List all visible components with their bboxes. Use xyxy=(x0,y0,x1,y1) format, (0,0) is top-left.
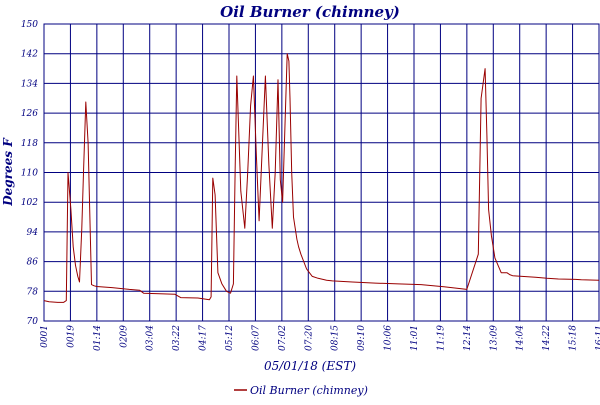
x-tick-label: 05:12 xyxy=(225,325,235,351)
legend-label: Oil Burner (chimney) xyxy=(250,384,368,397)
series-line xyxy=(43,53,600,303)
y-tick-label: 150 xyxy=(21,20,38,30)
x-tick-label: 07:02 xyxy=(278,325,288,351)
x-tick-label: 12:14 xyxy=(463,325,473,351)
x-tick-label: 04:17 xyxy=(199,325,209,351)
series-layer xyxy=(43,53,600,303)
x-tick-label: 08:15 xyxy=(331,325,341,351)
y-tick-label: 126 xyxy=(21,109,38,119)
y-tick-label: 78 xyxy=(27,287,39,297)
x-tick-label: 01:14 xyxy=(93,325,103,351)
x-tick-labels: 0001 0019 01:14 0209 03:04 03:22 04:17 05:12 06:… xyxy=(40,325,600,351)
x-tick-label: 0001 xyxy=(40,325,50,348)
y-tick-label: 86 xyxy=(27,258,39,268)
grid xyxy=(43,23,600,322)
y-tick-label: 142 xyxy=(21,50,38,60)
x-tick-label: 11:19 xyxy=(436,325,446,351)
x-axis-label: 05/01/18 (EST) xyxy=(264,359,356,373)
y-axis-label: Degrees F xyxy=(1,137,15,207)
x-tick-label: 13:09 xyxy=(489,325,499,351)
y-tick-labels: 70 78 86 94 102 110 118 126 134 142 150 xyxy=(21,20,38,327)
x-tick-label: 14:04 xyxy=(516,325,526,351)
x-tick-label: 16:11 xyxy=(595,325,600,351)
y-tick-label: 118 xyxy=(21,139,38,149)
x-tick-label: 03:22 xyxy=(172,325,182,351)
y-tick-label: 110 xyxy=(21,169,38,179)
x-tick-label: 15:18 xyxy=(569,325,579,351)
chart-title: Oil Burner (chimney) xyxy=(220,3,400,21)
x-tick-label: 10:06 xyxy=(384,325,394,351)
x-tick-label: 03:04 xyxy=(146,325,156,351)
x-tick-label: 06:07 xyxy=(251,325,261,351)
legend: Oil Burner (chimney) xyxy=(234,384,368,397)
x-tick-label: 0209 xyxy=(119,325,129,348)
x-tick-label: 09:10 xyxy=(357,325,367,351)
x-tick-label: 14:22 xyxy=(542,325,552,351)
y-tick-label: 102 xyxy=(21,198,38,208)
y-tick-label: 94 xyxy=(27,228,39,238)
y-tick-label: 134 xyxy=(21,79,38,89)
x-tick-label: 11:01 xyxy=(410,325,420,351)
x-tick-label: 0019 xyxy=(66,325,76,348)
x-tick-label: 07:20 xyxy=(304,325,314,351)
plot-frame xyxy=(43,23,600,322)
y-tick-label: 70 xyxy=(27,317,39,327)
